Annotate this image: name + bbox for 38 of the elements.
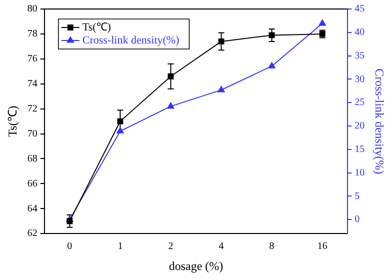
point [318, 20, 326, 26]
x-tick-label: 4 [218, 241, 224, 252]
x-tick-label: 0 [67, 241, 72, 252]
y-tick-label: 62 [27, 228, 38, 240]
y-tick-label: 70 [27, 128, 38, 140]
point [268, 62, 276, 68]
point [218, 86, 225, 92]
x-tick-label: 2 [168, 241, 174, 252]
y2-tick-label: 15 [354, 144, 365, 155]
x-tick-label: 8 [269, 241, 274, 252]
x-tick-label: 1 [118, 241, 123, 252]
y-tick-label: 68 [27, 153, 38, 164]
legend-label: Cross-link density(%) [82, 34, 180, 46]
y-tick-label: 72 [27, 103, 38, 114]
y-tick-label: 66 [27, 178, 38, 190]
y2-tick-label: 35 [354, 50, 365, 62]
y2-tick-label: 30 [354, 74, 365, 85]
y2-axis-title: Cross-link density(%) [372, 68, 387, 174]
x-axis-title: dosage (%) [168, 258, 224, 273]
point [117, 118, 124, 124]
y-tick-label: 76 [27, 54, 38, 65]
y2-tick-label: 20 [354, 120, 365, 132]
y2-tick-label: 10 [354, 167, 365, 178]
y-tick-label: 80 [27, 4, 38, 15]
y2-tick-label: 5 [354, 190, 360, 202]
y-tick-label: 78 [27, 28, 38, 40]
y-tick-label: 64 [27, 203, 38, 214]
point [116, 127, 124, 134]
y2-tick-label: 25 [354, 97, 365, 108]
y2-tick-label: 45 [354, 4, 365, 15]
y2-tick-label: 40 [354, 27, 365, 38]
point [168, 73, 174, 80]
y-axis-title: Ts(℃) [5, 106, 20, 137]
legend-label: Ts(℃) [82, 21, 112, 34]
x-tick-label: 16 [317, 241, 328, 252]
y-tick-label: 74 [27, 78, 38, 90]
point [167, 102, 174, 109]
y2-tick-label: 0 [354, 214, 360, 226]
